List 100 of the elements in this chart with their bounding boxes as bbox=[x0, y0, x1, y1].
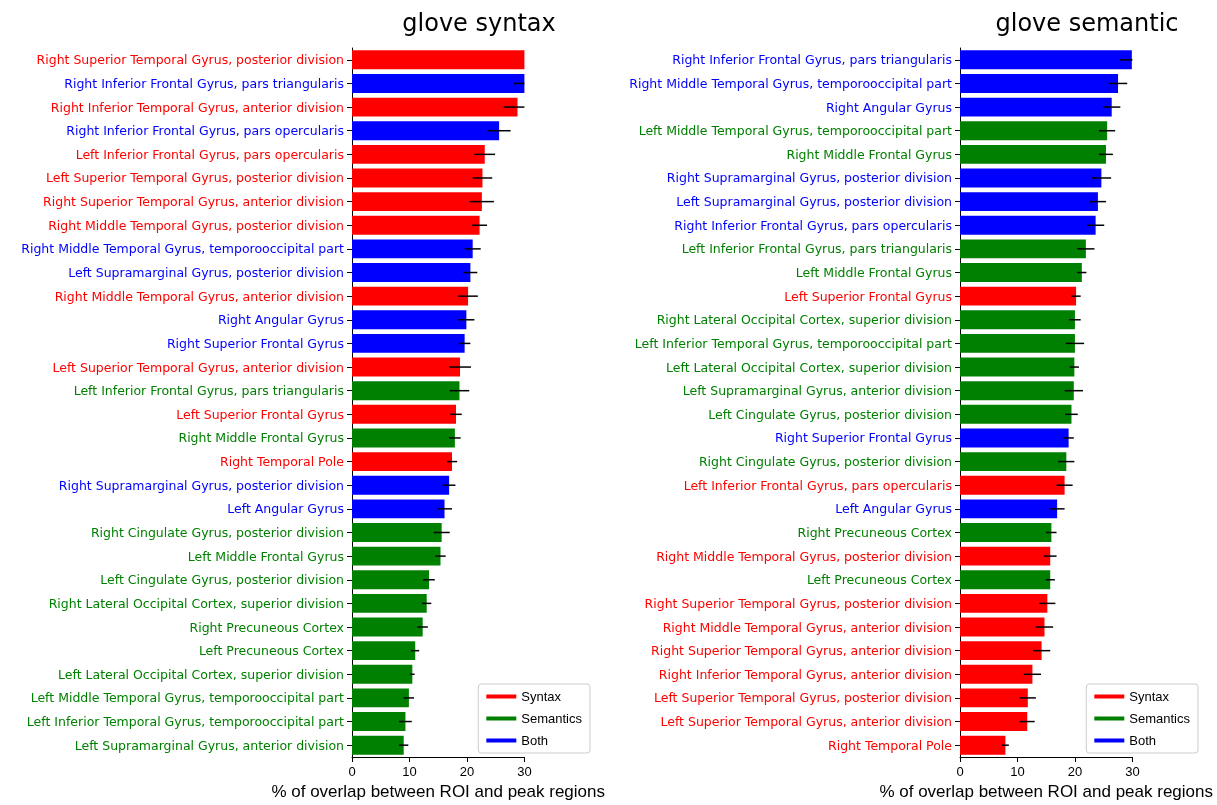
chart-title: glove semantic bbox=[995, 9, 1179, 37]
y-tick-label: Right Lateral Occipital Cortex, superior division bbox=[48, 595, 344, 611]
bar bbox=[960, 286, 1077, 306]
bar bbox=[960, 333, 1075, 353]
bar bbox=[352, 121, 500, 141]
x-tick-label: 10 bbox=[1010, 764, 1025, 779]
y-tick-label: Left Cingulate Gyrus, posterior division bbox=[708, 406, 952, 422]
bar bbox=[352, 523, 442, 542]
bar bbox=[352, 97, 518, 117]
bar bbox=[960, 593, 1048, 613]
y-tick-label: Right Middle Temporal Gyrus, anterior division bbox=[662, 619, 952, 635]
y-tick-label: Right Temporal Pole bbox=[220, 454, 345, 470]
bar bbox=[960, 310, 1075, 330]
bar bbox=[352, 641, 416, 661]
legend-label: Semantics bbox=[1129, 711, 1191, 726]
y-tick-label: Right Inferior Frontal Gyrus, pars triangularis bbox=[672, 52, 952, 68]
y-tick-label: Right Superior Frontal Gyrus bbox=[166, 335, 344, 351]
y-tick-label: Left Superior Temporal Gyrus, anterior division bbox=[660, 714, 952, 730]
bar bbox=[960, 499, 1058, 519]
y-tick-label: Right Superior Temporal Gyrus, posterior division bbox=[36, 52, 344, 68]
bar bbox=[352, 593, 427, 613]
bar bbox=[960, 523, 1052, 542]
bar bbox=[352, 617, 423, 637]
legend-label: Both bbox=[1129, 733, 1157, 748]
bar bbox=[960, 97, 1112, 117]
bar bbox=[352, 664, 413, 684]
bar bbox=[352, 428, 455, 448]
y-tick-label: Right Superior Temporal Gyrus, anterior division bbox=[651, 643, 952, 659]
bar bbox=[960, 641, 1042, 661]
y-tick-label: Left Cingulate Gyrus, posterior division bbox=[100, 572, 344, 588]
y-tick-label: Right Middle Temporal Gyrus, temporooccipital part bbox=[21, 241, 345, 257]
y-tick-label: Left Middle Temporal Gyrus, temporooccipital part bbox=[638, 123, 953, 139]
legend-label: Semantics bbox=[521, 711, 583, 726]
y-tick-label: Right Angular Gyrus bbox=[217, 312, 344, 328]
bar bbox=[352, 570, 430, 590]
bar bbox=[352, 546, 441, 566]
bar bbox=[960, 404, 1072, 424]
y-tick-label: Right Angular Gyrus bbox=[825, 99, 952, 115]
bar bbox=[352, 499, 445, 519]
bar bbox=[352, 333, 465, 353]
bar bbox=[960, 712, 1028, 731]
y-tick-label: Left Angular Gyrus bbox=[835, 501, 952, 517]
bar bbox=[960, 617, 1045, 637]
y-tick-label: Right Superior Temporal Gyrus, anterior division bbox=[43, 194, 344, 210]
legend-label: Syntax bbox=[521, 689, 562, 704]
x-axis-title: % of overlap between ROI and peak regions bbox=[879, 782, 1213, 801]
bar bbox=[960, 452, 1067, 472]
y-tick-label: Right Inferior Frontal Gyrus, pars triangularis bbox=[64, 75, 344, 91]
y-tick-label: Right Superior Frontal Gyrus bbox=[774, 430, 952, 446]
y-tick-label: Left Superior Temporal Gyrus, posterior division bbox=[45, 170, 344, 186]
y-tick-label: Right Middle Temporal Gyrus, posterior division bbox=[48, 217, 344, 233]
legend-label: Syntax bbox=[1129, 689, 1170, 704]
y-tick-label: Left Lateral Occipital Cortex, superior division bbox=[666, 359, 952, 375]
bar bbox=[352, 357, 461, 377]
y-tick-label: Left Inferior Frontal Gyrus, pars triangularis bbox=[681, 241, 952, 257]
y-tick-label: Right Middle Temporal Gyrus, temporooccipital part bbox=[629, 75, 953, 91]
y-tick-label: Right Lateral Occipital Cortex, superior division bbox=[656, 312, 952, 328]
y-tick-label: Left Supramarginal Gyrus, posterior division bbox=[68, 265, 344, 281]
y-tick-label: Right Superior Temporal Gyrus, posterior division bbox=[644, 595, 952, 611]
bar bbox=[352, 74, 525, 93]
bar bbox=[960, 664, 1033, 684]
y-tick-label: Right Cingulate Gyrus, posterior division bbox=[698, 454, 952, 470]
bar bbox=[960, 215, 1096, 235]
x-tick-label: 0 bbox=[956, 764, 964, 779]
bar bbox=[352, 381, 460, 401]
y-tick-label: Right Temporal Pole bbox=[828, 737, 953, 753]
y-tick-label: Right Inferior Frontal Gyrus, pars opercularis bbox=[674, 217, 952, 233]
bar bbox=[352, 192, 482, 212]
y-tick-label: Left Inferior Frontal Gyrus, pars opercularis bbox=[75, 146, 344, 162]
bar bbox=[960, 144, 1106, 164]
bar bbox=[352, 735, 404, 755]
bar bbox=[352, 263, 471, 282]
bar bbox=[960, 168, 1102, 188]
y-tick-label: Left Inferior Temporal Gyrus, temporooccipital part bbox=[634, 335, 953, 351]
y-tick-label: Right Middle Frontal Gyrus bbox=[178, 430, 344, 446]
y-tick-label: Right Inferior Frontal Gyrus, pars opercularis bbox=[66, 123, 344, 139]
x-tick-label: 0 bbox=[348, 764, 356, 779]
bar bbox=[352, 688, 409, 708]
x-tick-label: 20 bbox=[1067, 764, 1083, 779]
y-tick-label: Left Lateral Occipital Cortex, superior division bbox=[58, 666, 344, 682]
y-tick-label: Right Precuneous Cortex bbox=[189, 619, 344, 635]
x-tick-label: 30 bbox=[1125, 764, 1140, 779]
y-tick-label: Left Precuneous Cortex bbox=[806, 572, 952, 588]
bar bbox=[960, 263, 1082, 282]
y-tick-label: Left Middle Temporal Gyrus, temporooccipital part bbox=[30, 690, 345, 706]
y-tick-label: Right Supramarginal Gyrus, posterior division bbox=[666, 170, 952, 186]
x-tick-label: 30 bbox=[517, 764, 532, 779]
y-tick-label: Right Middle Temporal Gyrus, posterior division bbox=[656, 548, 952, 564]
bar bbox=[352, 144, 485, 164]
y-tick-label: Left Inferior Frontal Gyrus, pars triangularis bbox=[73, 383, 344, 399]
y-tick-label: Left Inferior Frontal Gyrus, pars opercularis bbox=[683, 477, 952, 493]
y-tick-label: Right Middle Frontal Gyrus bbox=[786, 146, 952, 162]
y-tick-label: Left Middle Frontal Gyrus bbox=[795, 265, 952, 281]
y-tick-label: Left Supramarginal Gyrus, anterior division bbox=[682, 383, 952, 399]
bar bbox=[960, 735, 1006, 755]
y-tick-label: Right Middle Temporal Gyrus, anterior division bbox=[54, 288, 344, 304]
y-tick-label: Left Superior Temporal Gyrus, anterior division bbox=[52, 359, 344, 375]
bar bbox=[960, 357, 1075, 377]
bar bbox=[352, 239, 473, 259]
bar bbox=[352, 310, 467, 330]
